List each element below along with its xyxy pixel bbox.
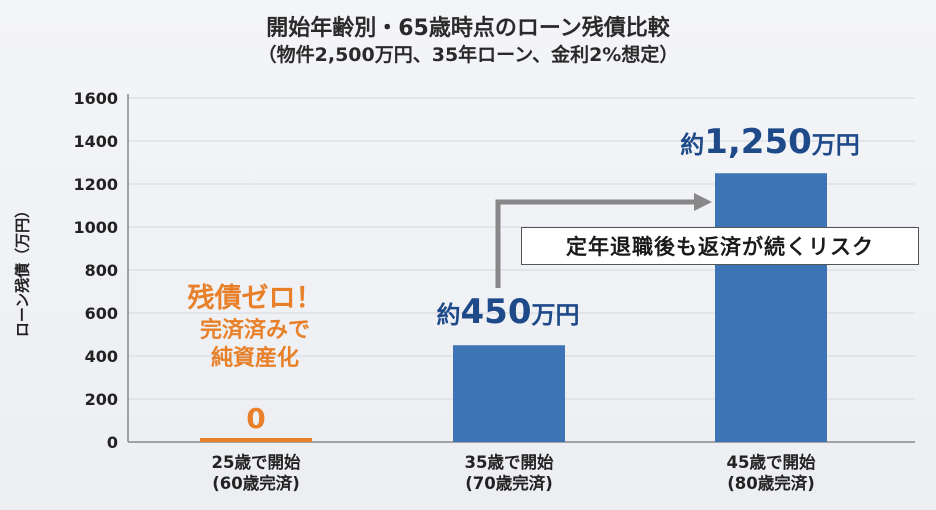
data-label-number: 1,250	[704, 122, 812, 162]
zero-note-line-1: 残債ゼロ！	[187, 283, 323, 314]
data-label-unit: 万円	[811, 131, 860, 159]
category-label-45: 45歳で開始 (80歳完済)	[681, 452, 861, 495]
chart-title: 開始年齢別・65歳時点のローン残債比較	[266, 16, 670, 41]
y-tick-label: 1400	[73, 132, 118, 151]
category-label-line-2: (70歳完済)	[465, 474, 553, 494]
data-label-25: 0	[246, 402, 265, 435]
zero-balance-note: 残債ゼロ！ 完済済みで 純資産化	[150, 282, 360, 373]
bar-45	[715, 173, 827, 442]
y-tick-label: 1200	[73, 175, 118, 194]
data-label-prefix: 約	[680, 131, 705, 159]
category-label-25: 25歳で開始 (60歳完済)	[166, 452, 346, 495]
data-label-unit: 万円	[531, 301, 580, 329]
category-label-line-1: 45歳で開始	[726, 453, 816, 472]
y-tick-label: 1600	[73, 89, 118, 108]
bar-35	[453, 345, 565, 442]
y-tick-label: 800	[85, 261, 118, 280]
category-label-line-1: 25歳で開始	[211, 453, 301, 472]
y-tick-label: 0	[107, 433, 118, 452]
data-label-prefix: 約	[436, 301, 461, 329]
category-label-line-2: (60歳完済)	[212, 474, 300, 494]
chart-subtitle: （物件2,500万円、35年ローン、金利2%想定）	[257, 44, 679, 66]
data-label-number: 450	[460, 292, 532, 332]
data-label-35: 約450万円	[408, 292, 608, 332]
category-label-line-2: (80歳完済)	[727, 474, 815, 494]
risk-arrow	[495, 199, 698, 288]
zero-note-line-2: 完済済みで	[199, 317, 310, 343]
zero-note-line-3: 純資産化	[210, 345, 299, 371]
category-label-line-1: 35歳で開始	[464, 453, 554, 472]
y-tick-label: 1000	[73, 218, 118, 237]
data-label-45: 約1,250万円	[640, 122, 900, 162]
y-tick-label: 200	[85, 390, 118, 409]
y-tick-label: 400	[85, 347, 118, 366]
bar-25-zero	[200, 438, 312, 442]
risk-arrowhead	[694, 193, 712, 211]
risk-callout: 定年退職後も返済が続くリスク	[521, 227, 919, 265]
y-axis-label: ローン残債（万円）	[13, 202, 32, 338]
y-tick-label: 600	[85, 304, 118, 323]
category-label-35: 35歳で開始 (70歳完済)	[419, 452, 599, 495]
